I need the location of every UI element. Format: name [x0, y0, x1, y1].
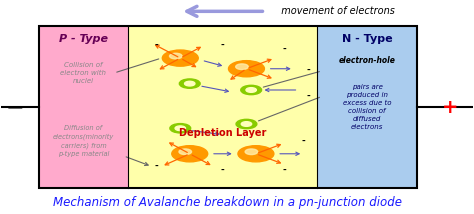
Circle shape [179, 149, 191, 155]
Circle shape [236, 64, 248, 70]
Circle shape [162, 50, 198, 66]
Text: -: - [155, 162, 158, 171]
Bar [38, 26, 128, 188]
Text: -: - [221, 166, 225, 175]
Circle shape [238, 146, 274, 162]
Text: -: - [306, 92, 310, 101]
Circle shape [236, 119, 257, 129]
Text: Depletion Layer: Depletion Layer [179, 128, 266, 138]
Text: electron-hole: electron-hole [338, 56, 395, 65]
Circle shape [228, 61, 264, 77]
Circle shape [245, 149, 258, 155]
Bar [128, 26, 318, 188]
Text: -: - [306, 66, 310, 75]
Text: Diffusion of
electrons(minority
carriers) from
p-type material: Diffusion of electrons(minority carriers… [53, 125, 114, 157]
Text: Mechanism of Avalanche breakdown in a pn-junction diode: Mechanism of Avalanche breakdown in a pn… [53, 196, 402, 209]
Text: pairs are
produced in
excess due to
collision of
diffused
electrons: pairs are produced in excess due to coll… [343, 84, 391, 130]
Text: -: - [301, 137, 305, 146]
Circle shape [246, 88, 256, 92]
Circle shape [175, 126, 185, 131]
Circle shape [241, 122, 252, 126]
Text: Collision of
electron with
nuclei: Collision of electron with nuclei [60, 62, 106, 84]
Circle shape [172, 146, 208, 162]
Bar [38, 26, 417, 188]
Text: N - Type: N - Type [342, 34, 392, 44]
Circle shape [170, 53, 182, 59]
Circle shape [170, 123, 191, 133]
Text: -: - [283, 166, 286, 175]
Text: movement of electrons: movement of electrons [275, 6, 395, 16]
Text: P - Type: P - Type [59, 34, 108, 44]
Text: −: − [6, 97, 24, 117]
Bar [318, 26, 417, 188]
Circle shape [184, 81, 195, 86]
Text: -: - [221, 41, 225, 50]
Text: -: - [283, 45, 286, 54]
Text: -: - [155, 41, 158, 50]
Circle shape [179, 79, 200, 88]
Text: +: + [441, 98, 458, 116]
Circle shape [241, 85, 262, 95]
